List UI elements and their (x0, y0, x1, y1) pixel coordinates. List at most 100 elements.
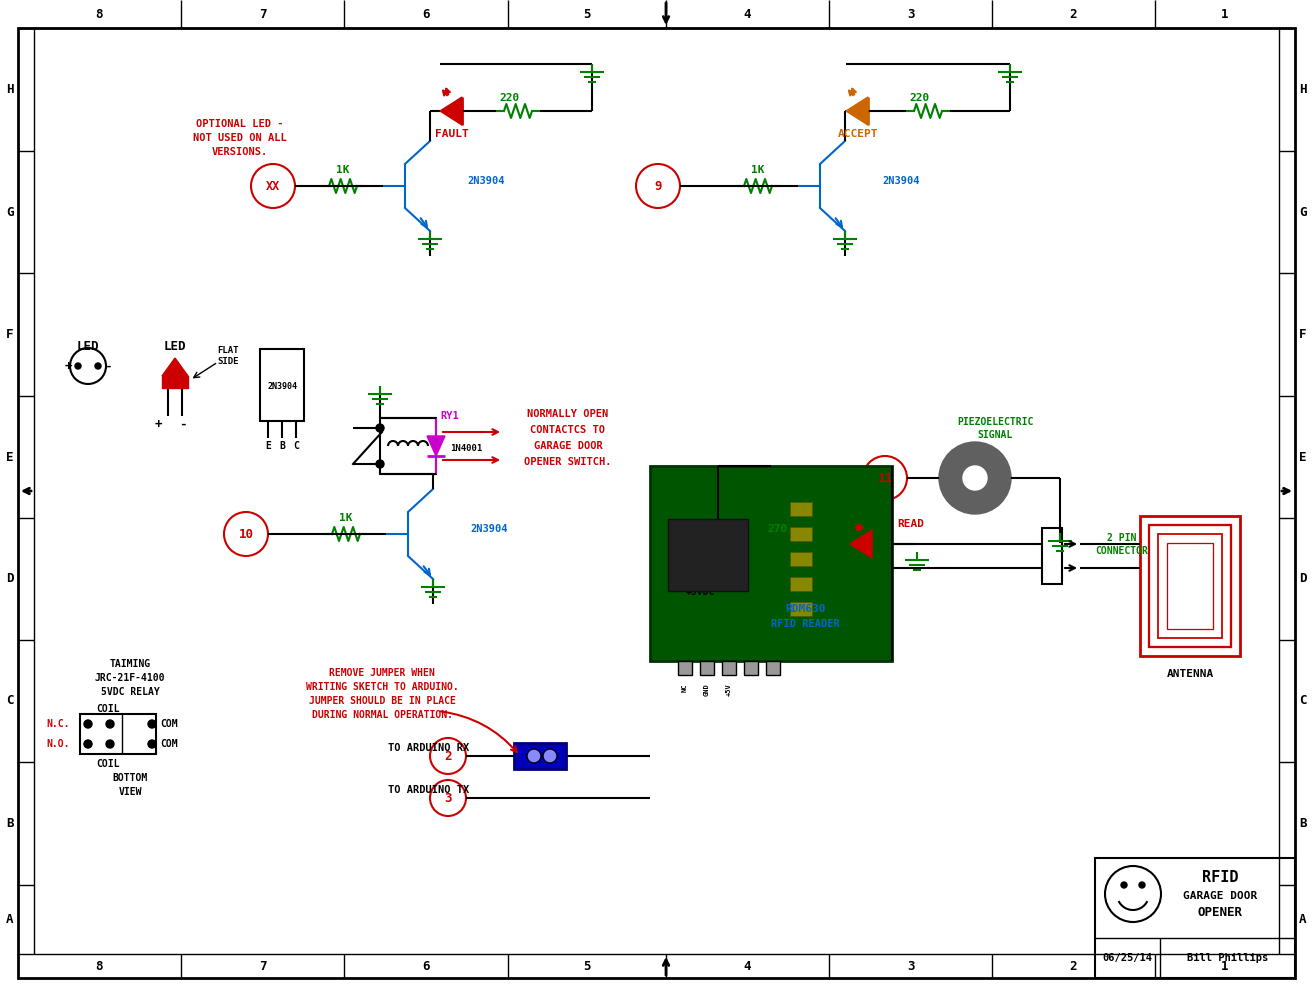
Text: 8: 8 (96, 7, 104, 20)
Text: 2N3904: 2N3904 (267, 381, 297, 390)
Text: 2N3904: 2N3904 (467, 176, 504, 186)
Text: B: B (1300, 817, 1306, 830)
Polygon shape (427, 436, 445, 456)
Bar (513, 743, 566, 769)
Text: 7: 7 (259, 7, 267, 20)
Bar (1043, 528, 1062, 584)
Text: A: A (7, 913, 13, 926)
Text: GARAGE DOOR: GARAGE DOOR (1183, 891, 1257, 901)
Bar (1167, 543, 1213, 629)
Text: 6: 6 (423, 960, 429, 973)
Circle shape (148, 740, 156, 748)
Text: E: E (7, 451, 13, 464)
Circle shape (1138, 882, 1145, 888)
Bar (80, 714, 156, 754)
Circle shape (376, 424, 383, 432)
Text: TAIMING: TAIMING (109, 659, 151, 669)
Text: C: C (1300, 694, 1306, 707)
Text: 06/25/14: 06/25/14 (1102, 953, 1152, 963)
Bar (678, 661, 692, 675)
Text: RFID READER: RFID READER (771, 619, 839, 629)
Text: 2 PIN: 2 PIN (1107, 533, 1137, 543)
Text: Bill Phillips: Bill Phillips (1187, 953, 1268, 963)
Text: WRITING SKETCH TO ARDUINO.: WRITING SKETCH TO ARDUINO. (306, 682, 458, 692)
Circle shape (962, 466, 987, 490)
Text: N.C.: N.C. (46, 719, 70, 729)
Text: 1: 1 (1221, 960, 1229, 973)
Text: 5: 5 (583, 7, 591, 20)
Text: 5: 5 (583, 960, 591, 973)
Text: OPENER: OPENER (1197, 906, 1242, 919)
Text: READ: READ (897, 519, 924, 529)
Text: 270: 270 (768, 524, 788, 534)
Text: COIL: COIL (96, 759, 119, 769)
Text: H: H (1300, 83, 1306, 96)
Text: GARAGE DOOR: GARAGE DOOR (533, 441, 603, 451)
Bar (790, 502, 811, 516)
Text: 3: 3 (907, 7, 914, 20)
Polygon shape (161, 358, 188, 376)
Text: 1N4001: 1N4001 (450, 444, 482, 453)
Text: F: F (7, 328, 13, 341)
Bar (1158, 534, 1222, 638)
Bar (668, 519, 748, 591)
Text: VERSIONS.: VERSIONS. (211, 147, 268, 157)
Text: JRC-21F-4100: JRC-21F-4100 (95, 673, 165, 683)
Text: C: C (7, 694, 13, 707)
Text: COIL: COIL (96, 704, 119, 714)
Text: GND: GND (704, 683, 710, 696)
Bar (1140, 516, 1239, 656)
Text: OPENER SWITCH.: OPENER SWITCH. (524, 457, 612, 467)
Text: PIEZOELECTRIC: PIEZOELECTRIC (957, 417, 1033, 427)
Text: TO ARDUINO TX: TO ARDUINO TX (389, 785, 469, 795)
Text: RDM630: RDM630 (785, 604, 826, 614)
Text: 2: 2 (1070, 960, 1077, 973)
Text: E: E (1300, 451, 1306, 464)
Bar (765, 661, 780, 675)
Text: D: D (1300, 572, 1306, 585)
Bar (1095, 858, 1295, 978)
Bar (379, 418, 436, 474)
Text: BOTTOM: BOTTOM (113, 773, 147, 783)
Text: +: + (64, 359, 72, 372)
Text: FLAT
SIDE: FLAT SIDE (217, 346, 239, 366)
Text: RY1: RY1 (440, 411, 458, 421)
Circle shape (106, 740, 114, 748)
Bar (650, 466, 892, 661)
Text: 220: 220 (910, 93, 930, 103)
Text: 9: 9 (654, 179, 662, 192)
Text: NOT USED ON ALL: NOT USED ON ALL (193, 133, 286, 143)
Text: ACCEPT: ACCEPT (838, 129, 878, 139)
Text: 1K: 1K (339, 513, 353, 523)
Bar (161, 376, 188, 388)
Bar (790, 577, 811, 591)
Circle shape (106, 720, 114, 728)
Circle shape (527, 749, 541, 763)
Text: COM: COM (160, 719, 177, 729)
Text: RFID: RFID (1201, 870, 1238, 885)
Text: 1: 1 (1221, 7, 1229, 20)
Text: 8: 8 (96, 960, 104, 973)
Text: 5VDC RELAY: 5VDC RELAY (101, 687, 159, 697)
Text: -: - (104, 359, 112, 372)
Circle shape (84, 740, 92, 748)
Bar (722, 661, 737, 675)
Text: 3: 3 (907, 960, 914, 973)
Text: VIEW: VIEW (118, 787, 142, 797)
Text: ANTENNA: ANTENNA (1166, 669, 1213, 679)
Text: XX: XX (265, 179, 280, 192)
Text: 2N3904: 2N3904 (470, 524, 508, 534)
Text: NC: NC (681, 683, 688, 691)
Polygon shape (440, 97, 462, 125)
Bar (700, 661, 714, 675)
Polygon shape (850, 530, 872, 558)
Text: E: E (265, 441, 270, 451)
Text: 2: 2 (444, 749, 452, 763)
Text: 6: 6 (423, 7, 429, 20)
Circle shape (75, 363, 81, 369)
Text: D: D (7, 572, 13, 585)
Text: C: C (293, 441, 299, 451)
Bar (790, 527, 811, 541)
Text: 11: 11 (877, 472, 893, 485)
Text: F: F (1300, 328, 1306, 341)
